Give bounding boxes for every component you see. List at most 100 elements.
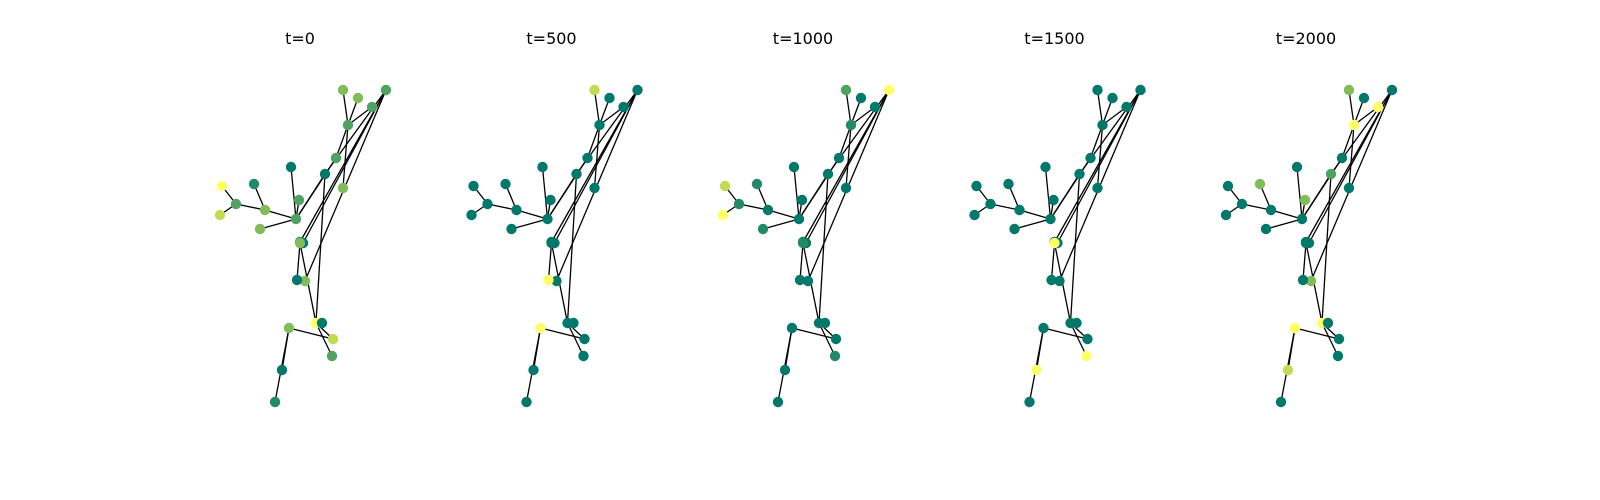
- graph-node: [1024, 396, 1035, 408]
- graph-node: [214, 209, 226, 221]
- graph-node: [1220, 209, 1232, 221]
- graph-node: [1009, 223, 1020, 235]
- graph-node: [352, 92, 364, 104]
- graph-edge: [1348, 124, 1355, 189]
- graph-node: [1332, 350, 1344, 362]
- graph-node: [342, 119, 354, 131]
- graph-node: [1045, 213, 1056, 225]
- graph-edge: [553, 89, 639, 244]
- panel-title: t=1500: [1024, 29, 1084, 48]
- graph-edge: [1049, 173, 1081, 220]
- graph-edge: [793, 166, 800, 220]
- graph-node: [571, 168, 582, 180]
- graph-node: [316, 317, 328, 329]
- graph-node: [632, 84, 643, 96]
- panel-0: t=0: [214, 29, 392, 408]
- graph-edge: [1035, 327, 1045, 371]
- graph-node: [762, 204, 774, 216]
- graph-node: [1282, 364, 1294, 376]
- panel-2000: t=2000: [1220, 29, 1398, 408]
- graph-node: [1386, 84, 1398, 96]
- graph-node: [1003, 178, 1014, 190]
- graph-node: [254, 223, 266, 235]
- graph-edge: [1014, 218, 1051, 230]
- graph-node: [535, 322, 546, 334]
- graph-node: [380, 84, 392, 96]
- graph-node: [1014, 204, 1025, 216]
- graph-edge: [1089, 124, 1104, 159]
- graph-node: [1135, 84, 1146, 96]
- graph-node: [579, 333, 590, 345]
- graph-edge: [281, 327, 290, 371]
- graph-node: [1254, 178, 1266, 190]
- graph-edge: [546, 173, 578, 220]
- graph-node: [1097, 119, 1108, 131]
- graph-node: [293, 194, 305, 206]
- graph-node: [757, 223, 769, 235]
- graph-edge: [845, 89, 852, 126]
- graph-edge: [1270, 209, 1303, 220]
- graph-edge: [767, 209, 800, 220]
- graph-edge: [1321, 322, 1339, 357]
- graph-node: [528, 364, 539, 376]
- graph-node: [788, 161, 800, 173]
- graph-edge: [805, 89, 890, 244]
- graph-node: [1049, 237, 1060, 249]
- graph-node: [337, 84, 349, 96]
- graph-node: [578, 350, 589, 362]
- graph-node: [1082, 333, 1093, 345]
- graph-edge: [1043, 327, 1088, 340]
- graph-node: [618, 101, 629, 113]
- graph-node: [794, 274, 806, 286]
- graph-node: [1291, 161, 1303, 173]
- graph-node: [1289, 322, 1301, 334]
- panel-title: t=1000: [773, 29, 833, 48]
- graph-node: [822, 168, 834, 180]
- graph-edge: [818, 322, 836, 357]
- panel-1500: t=1500: [969, 29, 1146, 408]
- graph-edge: [566, 322, 585, 357]
- graph-node: [802, 275, 814, 287]
- nodes: [717, 84, 895, 408]
- graph-edge: [342, 89, 349, 126]
- graph-node: [1305, 275, 1317, 287]
- graph-node: [1333, 333, 1345, 345]
- graph-node: [594, 119, 605, 131]
- graph-node: [1297, 274, 1309, 286]
- graph-edge: [288, 327, 334, 340]
- graph-node: [1071, 317, 1082, 329]
- graph-node: [869, 101, 881, 113]
- graph-node: [1299, 194, 1311, 206]
- graph-edge: [838, 124, 852, 159]
- graph-node: [719, 180, 731, 192]
- graph-node: [1336, 152, 1348, 164]
- graph-node: [589, 84, 600, 96]
- nodes: [466, 84, 643, 408]
- panel-title: t=500: [526, 29, 576, 48]
- graph-node: [985, 198, 996, 210]
- graph-node: [230, 198, 242, 210]
- graph-node: [1265, 204, 1277, 216]
- graph-node: [326, 350, 338, 362]
- graph-node: [1322, 317, 1334, 329]
- graph-node: [294, 237, 306, 249]
- graph-node: [1085, 152, 1096, 164]
- graph-node: [276, 364, 288, 376]
- graph-edge: [784, 327, 793, 371]
- graph-node: [283, 322, 295, 334]
- graph-node: [319, 168, 331, 180]
- graph-node: [751, 178, 763, 190]
- graph-node: [833, 152, 845, 164]
- nodes: [214, 84, 392, 408]
- graph-edge: [296, 242, 301, 281]
- graph-edge: [1287, 327, 1296, 371]
- graph-node: [1358, 92, 1370, 104]
- graph-node: [543, 274, 554, 286]
- graph-node: [551, 275, 562, 287]
- graph-node: [1222, 180, 1234, 192]
- graph-node: [971, 180, 982, 192]
- graph-edge: [1096, 89, 1104, 126]
- panel-title: t=2000: [1276, 29, 1336, 48]
- graph-edge: [762, 218, 800, 230]
